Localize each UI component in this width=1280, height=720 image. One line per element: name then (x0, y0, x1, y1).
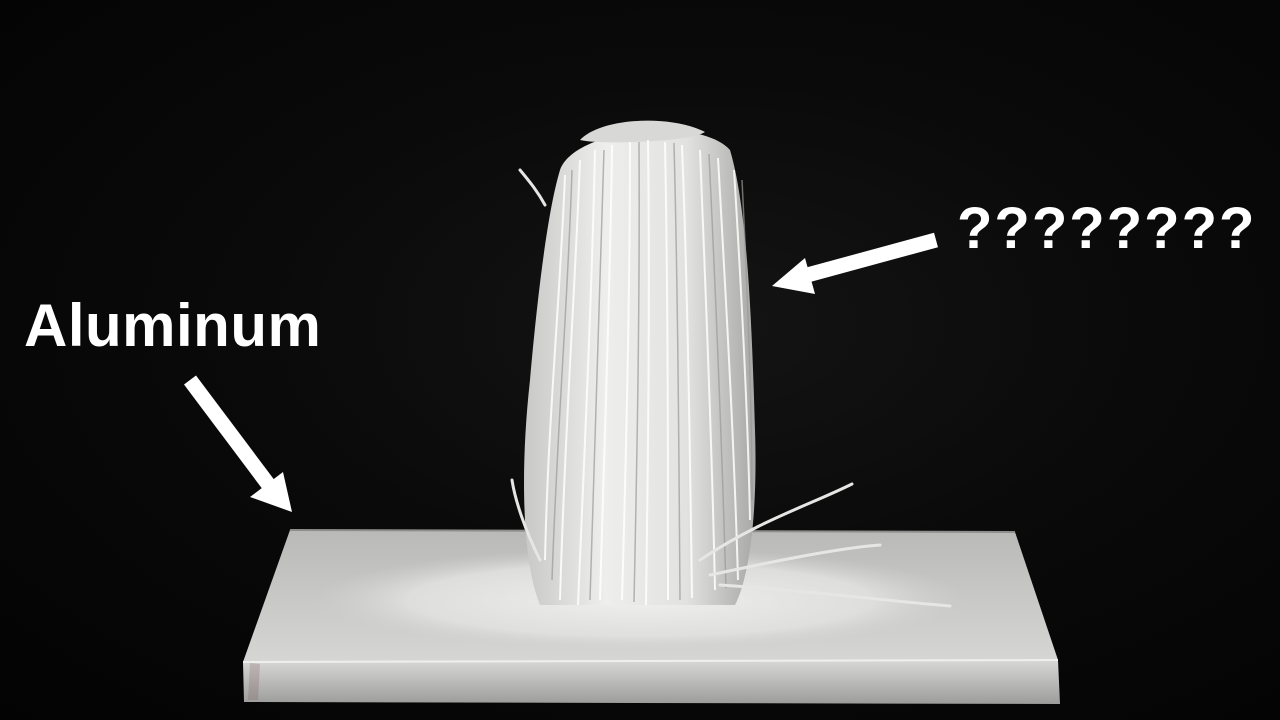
arrow-left-icon (772, 232, 938, 294)
question-marks-label: ???????? (957, 196, 1257, 261)
alumina-fiber-column (510, 120, 952, 608)
arrow-down-right-icon (184, 375, 292, 512)
aluminum-label: Aluminum (24, 292, 322, 359)
